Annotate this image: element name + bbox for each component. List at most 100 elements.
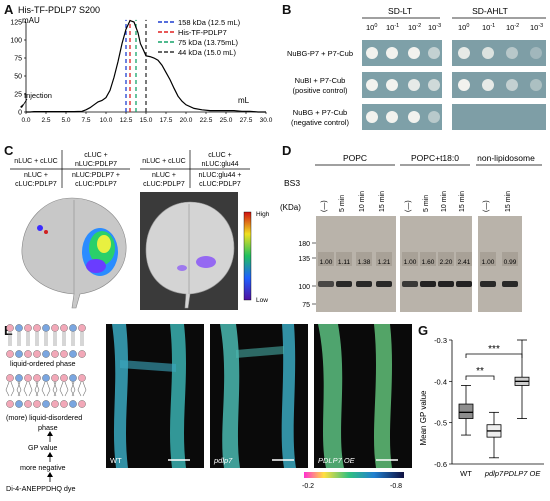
gp-boxplot: Mean GP value -0.3 -0.4 -0.5 -0.6 WT pdlp7 PD… bbox=[419, 336, 544, 478]
band-ratio: 1.00 bbox=[404, 259, 417, 266]
mw-marker: 180 bbox=[298, 241, 310, 248]
yeast-row-sub: (negative control) bbox=[291, 118, 349, 127]
blot-smear bbox=[376, 252, 392, 266]
gp-color-scale bbox=[304, 472, 404, 478]
lipid-head bbox=[24, 350, 32, 358]
luc-right-bl-2: cLUC:PDLP7 bbox=[143, 181, 185, 188]
ld-phase-label-2: phase bbox=[38, 423, 58, 432]
lipid-head bbox=[60, 324, 68, 332]
lane-label: 5 min bbox=[423, 195, 430, 212]
sig-label: *** bbox=[488, 344, 500, 355]
blot-band bbox=[502, 281, 518, 287]
dilution-label: 10-3 bbox=[428, 23, 441, 32]
leaf-image-right bbox=[145, 201, 235, 309]
blot-smear bbox=[402, 252, 418, 266]
lipid-head bbox=[78, 400, 86, 408]
fplc-xunit: mL bbox=[238, 96, 250, 105]
fplc-xtick: 17.5 bbox=[160, 117, 173, 124]
lane-label: (—) bbox=[405, 200, 412, 212]
blot-markers: 180 135 100 75 bbox=[298, 241, 316, 309]
mw-marker: 135 bbox=[298, 256, 310, 263]
yeast-rows: NuBG-P7 + P7-Cub NuBI + P7-Cub(positive c… bbox=[287, 40, 546, 130]
box-category: PDLP7 OE bbox=[504, 469, 542, 478]
yeast-spot bbox=[482, 47, 494, 59]
fplc-xtick: 2.5 bbox=[41, 117, 50, 124]
band-ratio: 1.60 bbox=[422, 259, 435, 266]
lipid-head bbox=[15, 324, 23, 332]
dilution-label: 10-1 bbox=[482, 23, 495, 32]
box-significance: ***** bbox=[465, 344, 523, 380]
yeast-spot bbox=[530, 79, 542, 91]
band-ratio: 0.99 bbox=[504, 259, 517, 266]
group-popc: POPC bbox=[343, 153, 367, 163]
dilution-labels: 100 10-1 10-2 10-3 100 10-1 10-2 10-3 bbox=[366, 23, 543, 32]
fplc-ytick: 75 bbox=[14, 56, 22, 63]
yeast-assay: SD-LT SD-AHLT 100 10-1 10-2 10-3 100 10-1 10-2… bbox=[287, 6, 546, 130]
luc-left-br-2: cLUC:PDLP7 bbox=[75, 181, 117, 188]
yeast-row-label: NuBI + P7-Cub bbox=[295, 76, 346, 85]
blot-smear bbox=[420, 252, 436, 266]
lipid-head bbox=[69, 374, 77, 382]
fplc-ytick: 100 bbox=[10, 38, 22, 45]
yeast-spot bbox=[428, 47, 440, 59]
fplc-vlines bbox=[125, 19, 147, 112]
lipid-head bbox=[42, 374, 50, 382]
lane-label: (—) bbox=[321, 200, 328, 212]
yeast-spot bbox=[458, 47, 470, 59]
box-ytick: -0.4 bbox=[434, 377, 447, 386]
yeast-row-label: NuBG + P7-Cub bbox=[293, 108, 347, 117]
sd-lt-header: SD-LT bbox=[388, 6, 412, 16]
lipid-head bbox=[60, 400, 68, 408]
injection-arrowhead bbox=[20, 104, 23, 108]
box-ytick: -0.3 bbox=[434, 336, 447, 345]
blot-ratios: 1.00 1.11 1.38 1.21 1.00 1.60 2.20 2.41 1.00 0.99 bbox=[320, 259, 517, 266]
dilution-label: 10-2 bbox=[408, 23, 421, 32]
yeast-spot bbox=[530, 47, 542, 59]
band-ratio: 1.11 bbox=[338, 259, 351, 266]
blot-popc bbox=[316, 216, 396, 312]
bilayer-ordered bbox=[6, 324, 86, 358]
scale-high-label: High bbox=[256, 211, 270, 218]
blot-band bbox=[336, 281, 352, 287]
panel-letter-g: G bbox=[418, 323, 429, 338]
fplc-xtick: 5.0 bbox=[61, 117, 70, 124]
yeast-spot bbox=[366, 111, 378, 123]
fplc-xtick: 27.5 bbox=[240, 117, 253, 124]
yeast-spot bbox=[386, 79, 398, 91]
fplc-xtick: 25.0 bbox=[220, 117, 233, 124]
yeast-spot bbox=[408, 79, 420, 91]
lo-phase-label: liquid-ordered phase bbox=[10, 359, 76, 368]
lipid-head bbox=[6, 350, 14, 358]
dilution-label: 100 bbox=[458, 23, 469, 32]
box-marks: WT pdlp7 PDLP7 OE bbox=[458, 339, 542, 478]
box-category: WT bbox=[460, 469, 472, 478]
fplc-title: His-TF-PDLP7 S200 bbox=[18, 5, 100, 15]
lipid-head bbox=[78, 374, 86, 382]
leaf-image-left bbox=[21, 197, 127, 309]
fplc-ticks: 0 25 50 75 100 125 0.0 2.5 5.0 7.5 10.0 12.5 15.0 17.… bbox=[10, 20, 272, 125]
blot-smear bbox=[456, 252, 472, 266]
fplc-chart: His-TF-PDLP7 S200 mAU mL 0 25 50 75 100 125 0.… bbox=[10, 5, 272, 125]
injection-arrow bbox=[21, 98, 28, 108]
luc-right-br-2: cLUC:PDLP7 bbox=[199, 181, 241, 188]
lipid-head bbox=[24, 324, 32, 332]
lane-label: 15 min bbox=[379, 191, 386, 212]
band-ratio: 2.20 bbox=[440, 259, 453, 266]
yeast-spot bbox=[482, 79, 494, 91]
band-ratio: 1.00 bbox=[320, 259, 333, 266]
ld-phase-label: (more) liquid-disordered bbox=[6, 413, 82, 422]
lipid-head bbox=[6, 324, 14, 332]
mw-marker: 75 bbox=[302, 302, 310, 309]
dilution-label: 100 bbox=[366, 23, 377, 32]
fplc-xtick: 20.0 bbox=[180, 117, 193, 124]
lipid-head bbox=[69, 324, 77, 332]
gp-scale-right: -0.8 bbox=[390, 483, 402, 490]
lipid-head bbox=[51, 374, 59, 382]
band-ratio: 1.38 bbox=[358, 259, 371, 266]
lipid-head bbox=[15, 400, 23, 408]
panel-letter-b: B bbox=[282, 2, 292, 17]
lipid-head bbox=[33, 350, 41, 358]
bilayer-disordered bbox=[5, 374, 87, 408]
yeast-spot bbox=[366, 47, 378, 59]
blot-smear bbox=[480, 252, 496, 266]
